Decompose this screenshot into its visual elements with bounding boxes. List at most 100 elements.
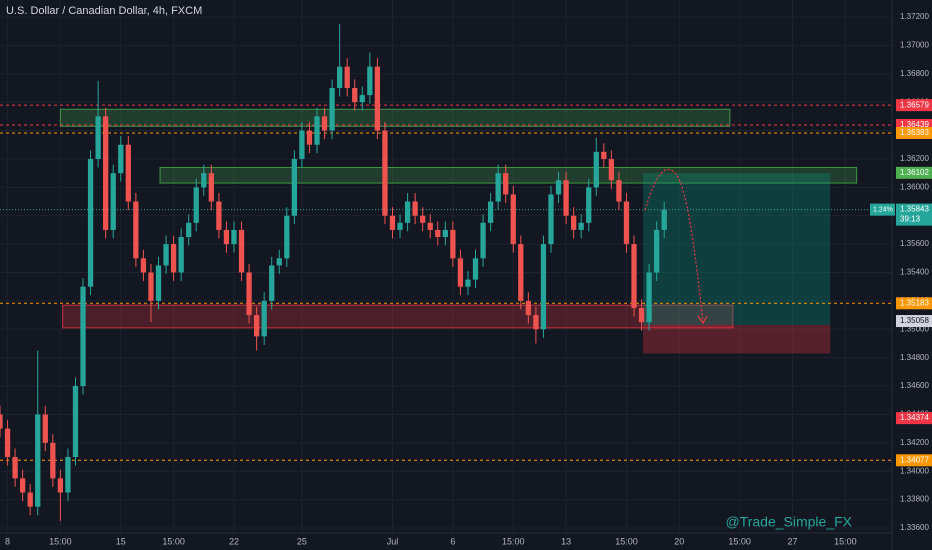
candle-body bbox=[623, 201, 630, 245]
candle-body bbox=[269, 265, 275, 301]
candle-body bbox=[631, 244, 637, 308]
y-tick-label: 1.36200 bbox=[900, 154, 929, 163]
arrow-head bbox=[697, 315, 708, 325]
level-label: 1.35183 bbox=[900, 298, 929, 307]
x-tick-label: 22 bbox=[229, 536, 239, 546]
y-tick-label: 1.35000 bbox=[900, 324, 929, 333]
candle-body bbox=[246, 272, 252, 316]
candle-body bbox=[540, 244, 547, 330]
countdown: 39:13 bbox=[900, 215, 921, 224]
zone bbox=[59, 108, 731, 127]
x-tick-label: 27 bbox=[788, 536, 798, 546]
candle-body bbox=[155, 265, 162, 301]
candle-body bbox=[80, 286, 86, 387]
candle-body bbox=[163, 244, 169, 266]
candle-body bbox=[133, 201, 139, 259]
candle-body bbox=[223, 229, 230, 245]
candle-body bbox=[20, 478, 26, 493]
candle-body bbox=[12, 457, 18, 479]
candle-body bbox=[193, 187, 199, 223]
candle-body bbox=[646, 272, 652, 323]
change-box bbox=[870, 203, 895, 216]
candle-body bbox=[555, 180, 562, 195]
current-price-box bbox=[896, 203, 932, 226]
y-tick-label: 1.36000 bbox=[900, 182, 929, 191]
candle-body bbox=[367, 66, 373, 96]
candle-body bbox=[314, 116, 320, 145]
level-label-box bbox=[896, 315, 932, 328]
x-tick-label: 15:00 bbox=[728, 536, 751, 546]
x-tick-label: 15:00 bbox=[834, 536, 857, 546]
candle-body bbox=[616, 180, 622, 202]
level-label: 1.34077 bbox=[900, 455, 929, 464]
candle-body bbox=[601, 151, 607, 159]
candle-body bbox=[321, 116, 328, 131]
candle-body bbox=[442, 229, 448, 238]
candle-body bbox=[0, 414, 3, 429]
candle-body bbox=[27, 492, 33, 507]
y-tick-label: 1.37000 bbox=[900, 40, 929, 49]
candle-body bbox=[329, 87, 335, 131]
candle-body bbox=[495, 173, 501, 202]
candle-body bbox=[457, 258, 464, 287]
candle-body bbox=[291, 158, 298, 216]
candle-body bbox=[503, 173, 509, 195]
x-tick-label: 8 bbox=[5, 536, 10, 546]
candle-body bbox=[253, 315, 260, 337]
y-tick-label: 1.35400 bbox=[900, 268, 929, 277]
candle-body bbox=[654, 229, 660, 273]
candle-body bbox=[480, 222, 486, 259]
current-price-label: 1.35843 bbox=[900, 205, 929, 214]
candle-body bbox=[170, 244, 177, 273]
x-tick-label: Jul bbox=[387, 536, 399, 546]
y-tick-label: 1.34200 bbox=[900, 438, 929, 447]
candle-body bbox=[450, 229, 456, 259]
target-area bbox=[643, 173, 831, 326]
level-label-box bbox=[896, 119, 932, 132]
candle-body bbox=[35, 414, 41, 507]
zones bbox=[59, 108, 858, 354]
candle-body bbox=[518, 244, 524, 301]
levels bbox=[0, 104, 892, 461]
projection-arrow bbox=[644, 168, 704, 323]
candle-body bbox=[661, 209, 667, 230]
candle-body bbox=[299, 130, 305, 159]
candle-body bbox=[284, 215, 290, 259]
level-label: 1.36439 bbox=[900, 120, 929, 129]
candle-body bbox=[548, 194, 554, 245]
candle-body bbox=[148, 272, 154, 301]
candle-body bbox=[344, 66, 350, 88]
candle-body bbox=[110, 173, 116, 230]
candle-body bbox=[95, 116, 101, 159]
x-tick-label: 15:00 bbox=[615, 536, 638, 546]
level-label: 1.36383 bbox=[900, 128, 929, 137]
candle-body bbox=[397, 222, 403, 230]
candle-body bbox=[412, 201, 418, 216]
level-label: 1.34374 bbox=[900, 413, 929, 422]
stop-area bbox=[643, 325, 831, 354]
candle-body bbox=[186, 222, 192, 238]
level-label: 1.36579 bbox=[900, 100, 929, 109]
level-label-box bbox=[896, 99, 932, 112]
y-tick-label: 1.36800 bbox=[900, 69, 929, 78]
level-label-box bbox=[896, 297, 932, 310]
candle-body bbox=[593, 151, 599, 188]
candles bbox=[0, 24, 667, 521]
candle-body bbox=[487, 201, 494, 223]
y-tick-label: 1.34600 bbox=[900, 381, 929, 390]
candle-body bbox=[57, 478, 64, 493]
candle-body bbox=[261, 300, 267, 337]
candle-body bbox=[510, 194, 516, 245]
x-tick-label: 15:00 bbox=[49, 536, 72, 546]
candle-body bbox=[118, 144, 124, 174]
candle-body bbox=[140, 258, 147, 273]
x-tick-label: 15 bbox=[116, 536, 126, 546]
candle-body bbox=[352, 87, 358, 103]
candle-body bbox=[374, 66, 381, 131]
candle-body bbox=[65, 457, 71, 493]
candle-body bbox=[465, 279, 471, 287]
y-tick-label: 1.35600 bbox=[900, 239, 929, 248]
candle-body bbox=[125, 144, 131, 202]
